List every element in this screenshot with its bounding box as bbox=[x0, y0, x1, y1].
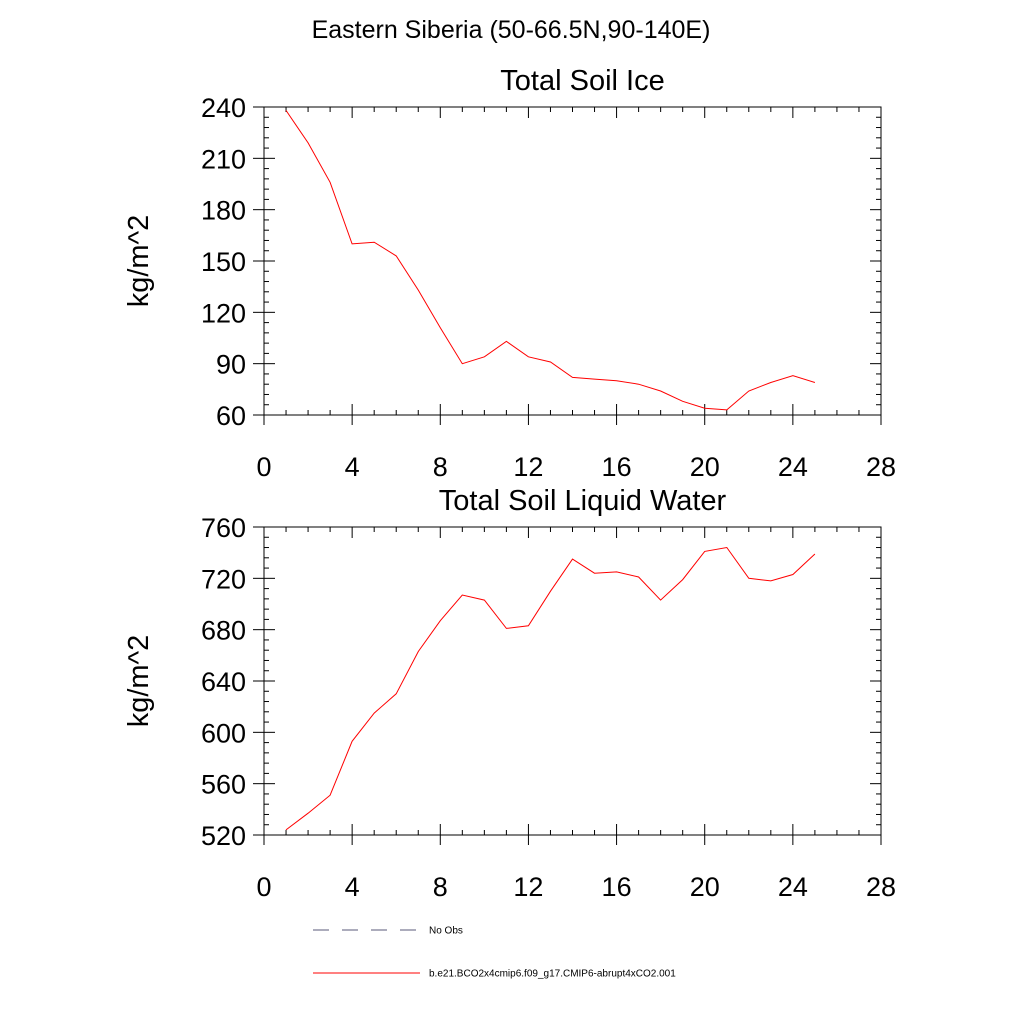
x-tick-label: 28 bbox=[866, 872, 896, 902]
figure-title: Eastern Siberia (50-66.5N,90-140E) bbox=[311, 16, 711, 44]
legend-label-1: b.e21.BCO2x4cmip6.f09_g17.CMIP6-abrupt4x… bbox=[429, 969, 676, 980]
y-axis-label: kg/m^2 bbox=[123, 215, 155, 308]
series-line-0 bbox=[285, 546, 816, 831]
y-tick-label: 180 bbox=[201, 196, 246, 226]
x-tick-label: 8 bbox=[433, 452, 448, 482]
panel-title: Total Soil Ice bbox=[500, 65, 664, 97]
y-tick-label: 240 bbox=[201, 93, 246, 123]
x-tick-label: 24 bbox=[778, 872, 808, 902]
panel-total-soil-liquid-water: Total Soil Liquid Water 0 4 8 12 16 20 24 28 520 5… bbox=[123, 485, 896, 902]
y-axis-label: kg/m^2 bbox=[123, 635, 155, 728]
x-tick-label: 0 bbox=[256, 872, 271, 902]
panel-title: Total Soil Liquid Water bbox=[439, 485, 727, 517]
x-tick-label: 20 bbox=[690, 872, 720, 902]
y-tick-label: 60 bbox=[216, 401, 246, 431]
x-tick-label: 12 bbox=[513, 452, 543, 482]
plot-frame bbox=[263, 526, 882, 836]
x-tick-label: 4 bbox=[345, 452, 360, 482]
x-tick-label: 24 bbox=[778, 452, 808, 482]
y-tick-label: 210 bbox=[201, 144, 246, 174]
panel-total-soil-ice: Total Soil Ice 0 4 8 12 16 20 24 28 60 90 120 150 180… bbox=[123, 65, 896, 482]
legend-label-0: No Obs bbox=[429, 926, 463, 937]
y-tick-label: 90 bbox=[216, 350, 246, 380]
x-tick-label: 20 bbox=[690, 452, 720, 482]
legend: No Obs b.e21.BCO2x4cmip6.f09_g17.CMIP6-ab… bbox=[313, 926, 676, 980]
y-tick-label: 680 bbox=[201, 616, 246, 646]
x-tick-label: 16 bbox=[602, 872, 632, 902]
x-tick-label: 28 bbox=[866, 452, 896, 482]
x-tick-label: 12 bbox=[513, 872, 543, 902]
plot-frame bbox=[263, 106, 882, 416]
y-tick-label: 560 bbox=[201, 770, 246, 800]
y-tick-label: 640 bbox=[201, 667, 246, 697]
y-tick-label: 760 bbox=[201, 513, 246, 543]
y-tick-label: 120 bbox=[201, 298, 246, 328]
y-tick-label: 150 bbox=[201, 247, 246, 277]
y-tick-label: 720 bbox=[201, 564, 246, 594]
x-tick-label: 0 bbox=[256, 452, 271, 482]
x-tick-label: 8 bbox=[433, 872, 448, 902]
x-tick-label: 4 bbox=[345, 872, 360, 902]
x-tick-label: 16 bbox=[602, 452, 632, 482]
y-tick-label: 520 bbox=[201, 821, 246, 851]
series-line-0 bbox=[285, 110, 816, 411]
y-tick-label: 600 bbox=[201, 718, 246, 748]
